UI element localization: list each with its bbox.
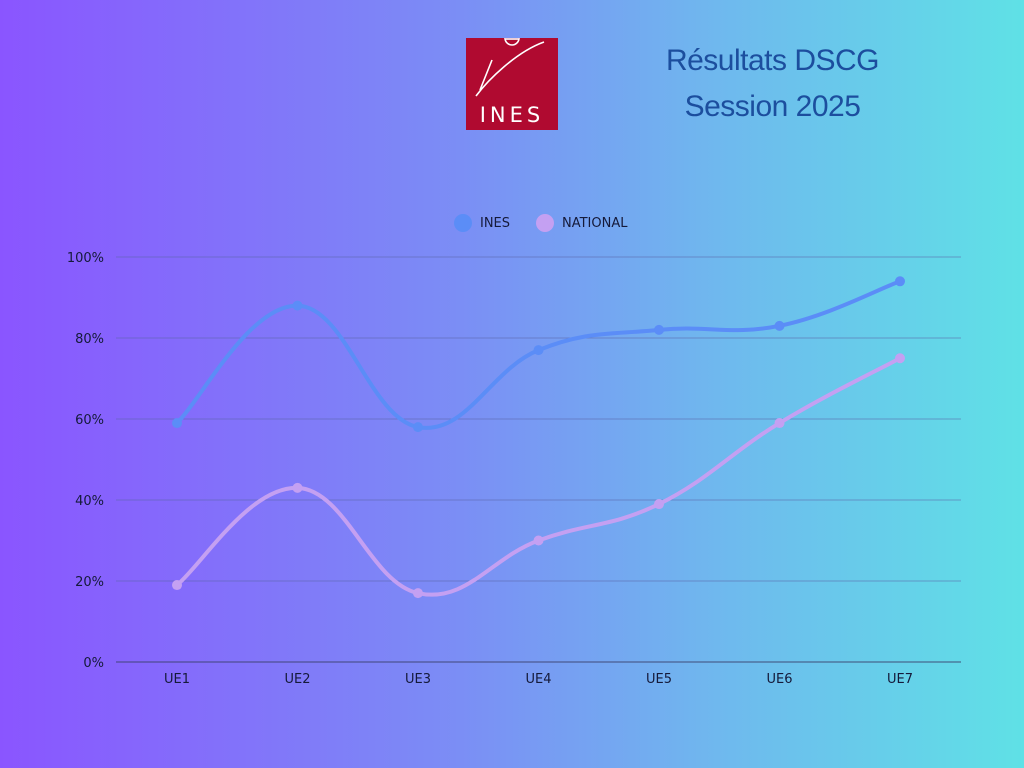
logo-swoosh [475, 41, 545, 97]
data-point-national [292, 482, 303, 493]
ines-logo-graphic: INES [466, 30, 558, 130]
ines-logo: INES [466, 30, 558, 130]
data-point-ines [774, 320, 785, 331]
series-line-national [175, 356, 902, 597]
data-point-ines [413, 422, 423, 433]
data-point-ines [895, 276, 905, 287]
x-tick-label: UE7 [887, 672, 913, 687]
logo-background [466, 38, 558, 130]
chart-grid [116, 256, 961, 663]
x-tick-label: UE4 [526, 672, 552, 687]
data-point-national [774, 418, 785, 429]
y-tick-label: 40% [75, 494, 104, 509]
y-tick-label: 60% [75, 413, 104, 428]
x-tick-label: UE5 [646, 672, 672, 687]
title-line-2: Session 2025 [684, 90, 861, 123]
data-point-ines [533, 345, 544, 356]
logo-text: INES [480, 103, 545, 127]
legend-item-ines: INES [454, 214, 510, 232]
y-tick-label: 100% [67, 251, 104, 266]
x-tick-label: UE3 [405, 672, 431, 687]
legend-item-national: NATIONAL [536, 214, 627, 232]
x-tick-label: UE6 [767, 672, 793, 687]
y-tick-label: 80% [75, 332, 104, 347]
x-tick-label: UE2 [285, 672, 311, 687]
data-point-national [895, 353, 905, 364]
x-tick-label: UE1 [164, 672, 190, 687]
y-tick-label: 20% [75, 575, 104, 590]
legend-label-ines: INES [480, 215, 511, 231]
data-point-ines [654, 324, 664, 335]
chart-legend: INES NATIONAL [0, 214, 1024, 236]
data-point-national [413, 588, 423, 599]
y-tick-label: 0% [83, 656, 104, 671]
data-point-ines [172, 418, 182, 429]
data-point-national [172, 580, 182, 591]
chart-series [172, 276, 905, 599]
legend-swatch-national [536, 214, 554, 232]
x-axis-ticks: UE1 UE2 UE3 UE4 UE5 UE6 UE7 [164, 672, 913, 687]
title-line-1: Résultats DSCG [665, 44, 880, 77]
y-axis-ticks: 0% 20% 40% 60% 80% 100% [67, 251, 104, 671]
legend-swatch-ines [454, 214, 472, 232]
data-point-national [654, 499, 664, 510]
data-point-national [533, 535, 544, 546]
page-title: Résultats DSCG Session 2025 [640, 38, 905, 130]
data-point-ines [292, 300, 303, 311]
logo-stroke [479, 59, 493, 91]
legend-label-national: NATIONAL [562, 215, 628, 231]
